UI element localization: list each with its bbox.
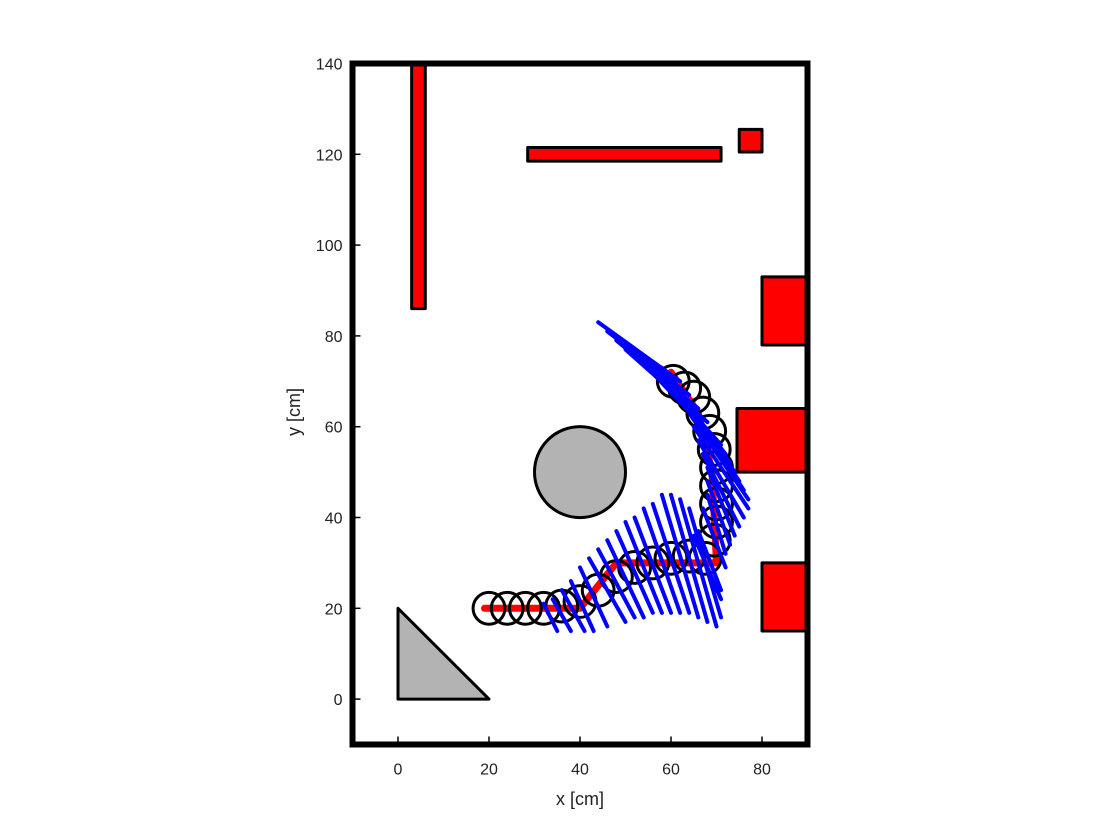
robot-position-2 <box>489 590 525 626</box>
y-tick-label: 40 <box>325 511 343 528</box>
sensor-ray-26 <box>650 501 692 615</box>
y-tick-label: 140 <box>316 57 343 74</box>
sensor-ray-16 <box>705 465 737 538</box>
x-tick-label: 60 <box>662 762 680 779</box>
y-tick-label: 100 <box>316 238 343 255</box>
triangular-obstacle <box>396 606 491 701</box>
sensor-ray-29 <box>623 520 664 615</box>
ticks-layer: 0 20 40 60 80 0 20 40 60 80 100 120 140 <box>316 57 771 779</box>
robot-position-11 <box>653 540 689 576</box>
sensor-ray-35 <box>568 579 596 633</box>
y-tick-label: 60 <box>325 420 343 437</box>
sensor-ray-23 <box>678 497 719 629</box>
circular-obstacle <box>533 425 627 520</box>
sensor-ray-13 <box>691 424 751 511</box>
sensor-ray-24 <box>669 492 710 624</box>
x-axis-label: x [cm] <box>556 789 604 809</box>
y-tick-label: 120 <box>316 147 343 164</box>
y-tick-label: 80 <box>325 329 343 346</box>
sensor-ray-12 <box>687 411 751 502</box>
sensor-ray-17 <box>705 479 733 547</box>
wall-obstacle-4 <box>760 275 809 347</box>
y-axis-label: y [cm] <box>284 388 304 436</box>
y-tick-label: 20 <box>325 601 343 618</box>
x-tick-label: 20 <box>480 762 498 779</box>
sensor-ray-33 <box>587 556 628 624</box>
sensor-ray-22 <box>687 506 724 620</box>
robot-position-10 <box>635 545 671 581</box>
sensor-ray-34 <box>578 565 610 629</box>
sensor-ray-36 <box>559 588 587 633</box>
sensor-ray-25 <box>659 492 701 620</box>
rays-layer <box>541 320 751 633</box>
wall-obstacle-2 <box>526 145 723 163</box>
obstacles-layer <box>410 62 809 633</box>
sensor-ray-38 <box>541 601 560 633</box>
wall-obstacle-5 <box>735 407 809 474</box>
sensor-ray-28 <box>632 515 673 615</box>
sensor-ray-32 <box>596 547 637 620</box>
wall-obstacle-3 <box>737 127 764 154</box>
y-tick-label: 0 <box>334 692 343 709</box>
robot-position-1 <box>471 590 507 626</box>
sensor-ray-27 <box>641 506 683 615</box>
sensor-ray-20 <box>696 529 724 593</box>
sensor-ray-31 <box>605 538 646 620</box>
sensor-ray-15 <box>700 451 742 529</box>
shapes-layer <box>396 425 627 701</box>
x-tick-label: 0 <box>394 762 403 779</box>
x-tick-label: 40 <box>571 762 589 779</box>
sensor-ray-37 <box>550 597 573 633</box>
sensor-ray-19 <box>700 506 728 570</box>
wall-obstacle-1 <box>410 62 427 311</box>
robot-position-3 <box>507 590 543 626</box>
sensor-ray-30 <box>614 529 655 615</box>
wall-obstacle-6 <box>760 561 809 633</box>
sensor-ray-18 <box>705 492 728 556</box>
sensor-ray-14 <box>696 438 746 520</box>
x-tick-label: 80 <box>753 762 771 779</box>
